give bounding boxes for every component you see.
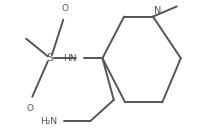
Text: H₂N: H₂N xyxy=(40,117,57,126)
Text: O: O xyxy=(27,104,34,113)
Text: N: N xyxy=(154,6,161,16)
Text: HN: HN xyxy=(63,54,77,63)
Text: O: O xyxy=(62,4,69,13)
Text: S: S xyxy=(46,53,54,63)
